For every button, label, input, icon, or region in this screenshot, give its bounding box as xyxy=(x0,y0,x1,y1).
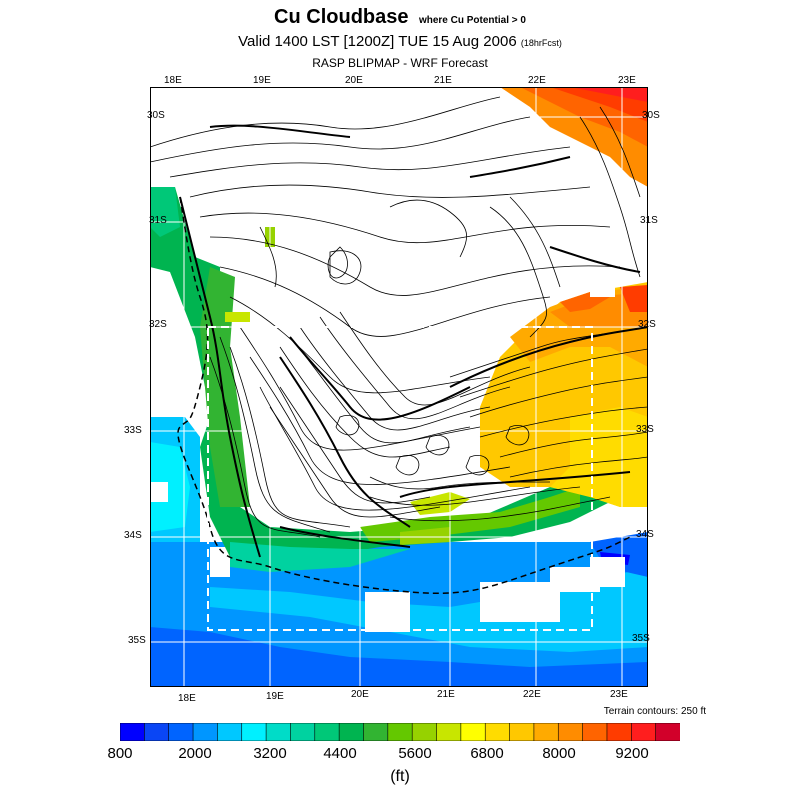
bottom-lon-label: 23E xyxy=(610,689,628,700)
colorbar-segment xyxy=(509,723,535,741)
top-lon-label: 21E xyxy=(434,75,452,86)
right-lat-label: 32S xyxy=(638,319,656,330)
valid-time-text: Valid 1400 LST [1200Z] TUE 15 Aug 2006 xyxy=(238,33,517,50)
colorbar-segment xyxy=(217,723,243,741)
colorbar-segment xyxy=(436,723,462,741)
map-title: Cu Cloudbase where Cu Potential > 0 xyxy=(0,6,800,29)
title-main: Cu Cloudbase xyxy=(274,6,409,28)
left-lat-label: 35S xyxy=(128,635,146,646)
colorbar-unit: (ft) xyxy=(390,768,410,785)
colorbar-segment xyxy=(338,723,365,741)
colorbar-tick-label: 800 xyxy=(107,745,133,762)
colorbar-segment xyxy=(265,723,292,741)
bottom-lon-label: 18E xyxy=(178,693,196,704)
colorbar-segment xyxy=(387,723,413,741)
valid-time-line: Valid 1400 LST [1200Z] TUE 15 Aug 2006 (… xyxy=(0,33,800,50)
colorbar-segment xyxy=(192,723,219,741)
colorbar-segment xyxy=(144,723,170,741)
left-lat-label: 32S xyxy=(149,319,167,330)
left-lat-label: 33S xyxy=(124,425,142,436)
bottom-lon-label: 20E xyxy=(351,689,369,700)
top-lon-label: 18E xyxy=(164,75,182,86)
title-subtitle: where Cu Potential > 0 xyxy=(418,15,526,26)
colorbar-segment xyxy=(168,723,194,741)
left-lat-label: 30S xyxy=(147,110,165,121)
colorbar-tick-label: 6800 xyxy=(470,745,504,762)
colorbar-segment xyxy=(533,723,560,741)
colorbar-segment xyxy=(314,723,340,741)
top-lon-label: 23E xyxy=(618,75,636,86)
colorbar-tick-label: 8000 xyxy=(542,745,576,762)
forecast-map xyxy=(150,87,648,687)
forecast-hours: (18hrFcst) xyxy=(520,38,562,48)
color-scale-bar xyxy=(120,723,680,741)
colorbar-tick-label: 5600 xyxy=(398,745,432,762)
top-lon-label: 19E xyxy=(253,75,271,86)
colorbar-segment xyxy=(460,723,487,741)
colorbar-segment xyxy=(290,723,316,741)
map-frame xyxy=(150,87,648,687)
right-lat-label: 31S xyxy=(640,215,658,226)
colorbar-segment xyxy=(484,723,511,741)
colorbar-segment xyxy=(582,723,608,741)
bottom-lon-label: 21E xyxy=(437,689,455,700)
right-lat-label: 35S xyxy=(632,633,650,644)
colorbar-segment xyxy=(411,723,438,741)
colorbar-tick-label: 3200 xyxy=(253,745,287,762)
coastline xyxy=(177,196,631,595)
major-terrain-contours xyxy=(179,124,648,558)
right-lat-label: 34S xyxy=(636,529,654,540)
left-lat-label: 31S xyxy=(149,215,167,226)
right-lat-label: 33S xyxy=(636,424,654,435)
colorbar-tick-label: 2000 xyxy=(178,745,212,762)
top-lon-label: 20E xyxy=(345,75,363,86)
colorbar-tick-label: 4400 xyxy=(323,745,357,762)
colorbar-segment xyxy=(120,723,146,741)
colorbar-segment xyxy=(606,723,633,741)
inner-domain-boundary xyxy=(207,326,593,631)
terrain-contour-note: Terrain contours: 250 ft xyxy=(603,706,706,717)
top-lon-label: 22E xyxy=(528,75,546,86)
model-line: RASP BLIPMAP - WRF Forecast xyxy=(312,56,488,70)
colorbar-segment xyxy=(557,723,584,741)
colorbar-segment xyxy=(363,723,389,741)
bottom-lon-label: 22E xyxy=(523,689,541,700)
colorbar-segment xyxy=(655,723,680,741)
colorbar-tick-label: 9200 xyxy=(615,745,649,762)
bottom-lon-label: 19E xyxy=(266,691,284,702)
right-lat-label: 30S xyxy=(642,110,660,121)
colorbar-segment xyxy=(241,723,267,741)
colorbar-segment xyxy=(630,723,657,741)
left-lat-label: 34S xyxy=(124,530,142,541)
